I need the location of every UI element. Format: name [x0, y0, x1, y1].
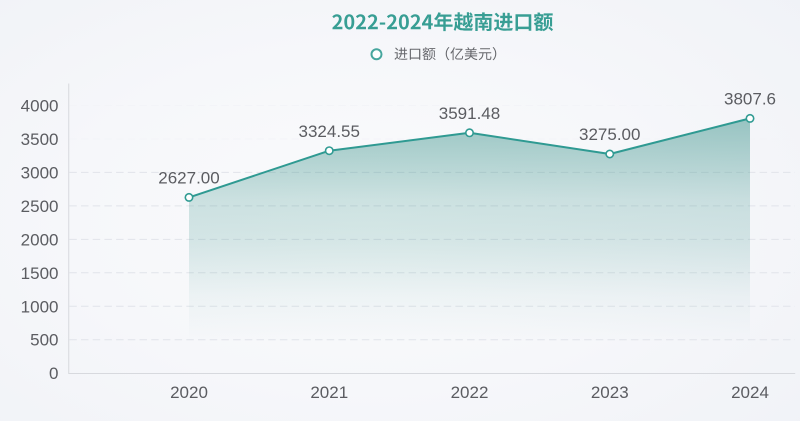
svg-text:4000: 4000	[21, 97, 59, 116]
svg-text:2024: 2024	[731, 383, 769, 402]
svg-text:2000: 2000	[21, 230, 59, 249]
svg-text:3275.00: 3275.00	[579, 125, 640, 144]
svg-text:2627.00: 2627.00	[158, 169, 219, 188]
svg-text:2021: 2021	[310, 383, 348, 402]
svg-text:3807.6: 3807.6	[724, 90, 776, 109]
svg-text:3324.55: 3324.55	[299, 122, 360, 141]
svg-text:2022: 2022	[451, 383, 489, 402]
svg-text:1000: 1000	[21, 297, 59, 316]
svg-text:3500: 3500	[21, 130, 59, 149]
svg-text:3000: 3000	[21, 163, 59, 182]
svg-text:500: 500	[30, 331, 58, 350]
svg-text:0: 0	[49, 364, 58, 383]
svg-text:2500: 2500	[21, 197, 59, 216]
svg-text:2020: 2020	[170, 383, 208, 402]
svg-text:1500: 1500	[21, 264, 59, 283]
svg-text:3591.48: 3591.48	[439, 104, 500, 123]
svg-text:2023: 2023	[591, 383, 629, 402]
